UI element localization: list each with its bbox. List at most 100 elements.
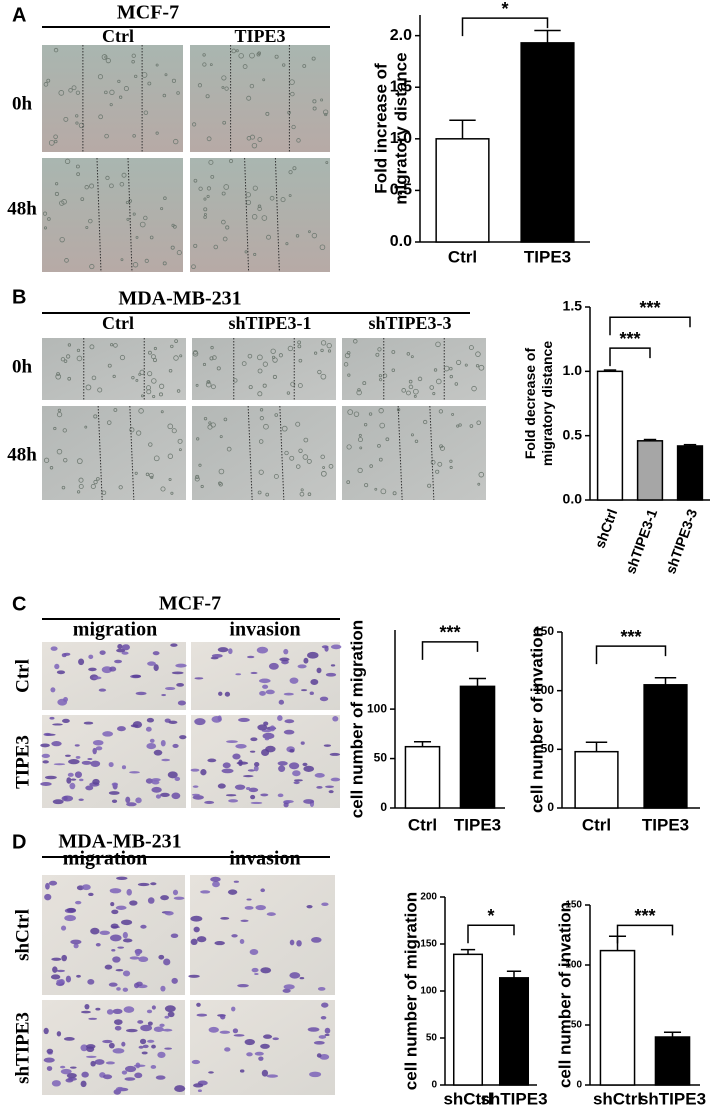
cell	[109, 89, 115, 95]
cell	[44, 893, 52, 901]
cell	[290, 381, 296, 387]
cell	[121, 644, 130, 651]
cell	[135, 797, 142, 804]
cell	[69, 782, 76, 790]
cell	[357, 388, 361, 392]
cell	[164, 1015, 170, 1019]
cell	[171, 78, 177, 83]
cell	[208, 421, 212, 425]
cell	[228, 648, 233, 655]
cell	[250, 801, 263, 805]
cell	[50, 974, 61, 980]
cell	[117, 726, 126, 732]
bar	[654, 1036, 691, 1086]
cell	[116, 987, 121, 991]
cell	[43, 1027, 49, 1035]
cell	[53, 134, 58, 140]
cell	[277, 715, 283, 722]
cell	[285, 242, 289, 246]
cell	[232, 753, 241, 760]
cell	[200, 484, 204, 489]
cell	[129, 900, 138, 906]
cell	[123, 86, 129, 92]
cell	[283, 799, 294, 804]
cell	[272, 374, 277, 379]
cell	[265, 492, 270, 497]
y-axis-label: migratory distance	[539, 341, 555, 466]
cell	[110, 923, 119, 929]
cell	[288, 170, 293, 175]
cell	[378, 457, 383, 462]
panel-label: D	[12, 831, 26, 853]
cell	[57, 408, 62, 413]
cell	[427, 483, 432, 488]
cell	[151, 1044, 156, 1049]
cell	[193, 243, 198, 248]
cell	[320, 1015, 327, 1020]
cell	[257, 354, 263, 361]
cell	[115, 905, 127, 910]
cell	[51, 1080, 61, 1087]
cell	[71, 85, 77, 91]
cell	[300, 488, 304, 492]
cell	[64, 915, 76, 922]
cell	[260, 1043, 270, 1049]
cell	[408, 384, 414, 390]
cell	[137, 882, 150, 887]
cell	[68, 759, 80, 765]
cell	[106, 420, 112, 425]
bar	[636, 440, 664, 501]
cell	[58, 90, 65, 96]
cell	[59, 236, 65, 243]
cell	[52, 723, 63, 726]
bar	[599, 949, 636, 1086]
panel-label: C	[12, 593, 26, 615]
cell	[221, 75, 227, 81]
cell	[56, 411, 63, 418]
cell	[138, 956, 149, 963]
column-label: Ctrl	[102, 313, 134, 333]
cell	[321, 645, 329, 649]
cell	[109, 666, 117, 672]
cell	[238, 53, 244, 59]
micrograph	[42, 45, 183, 152]
cell	[197, 83, 203, 88]
cell	[122, 987, 129, 992]
column-label: invasion	[229, 619, 300, 641]
cell	[202, 62, 207, 67]
cell	[111, 799, 118, 803]
cell	[112, 1048, 125, 1054]
cell	[328, 464, 334, 469]
cell	[324, 112, 328, 117]
cell	[223, 184, 230, 190]
cell	[108, 762, 114, 768]
cell	[42, 760, 49, 764]
cell	[247, 353, 253, 359]
cell	[174, 1085, 186, 1093]
wound-edge	[429, 405, 435, 501]
cell	[53, 426, 57, 431]
cell	[174, 776, 181, 782]
cell	[75, 756, 81, 759]
cell	[63, 457, 68, 463]
cell	[224, 86, 229, 91]
cell	[48, 880, 58, 886]
cell	[128, 199, 132, 203]
cell	[325, 161, 329, 164]
y-tick-label: 50	[426, 1033, 438, 1044]
cell	[151, 378, 157, 384]
cell	[414, 439, 419, 444]
cell	[281, 425, 288, 432]
cell	[121, 172, 127, 178]
cell	[76, 348, 81, 352]
cell	[257, 204, 262, 209]
cell	[65, 975, 72, 983]
cell	[75, 90, 81, 95]
cell	[52, 799, 64, 805]
cell	[379, 378, 383, 382]
cell	[297, 344, 302, 349]
cell	[283, 692, 294, 696]
cell	[290, 91, 295, 97]
cell	[134, 1072, 143, 1079]
significance-mark: ***	[634, 906, 655, 926]
